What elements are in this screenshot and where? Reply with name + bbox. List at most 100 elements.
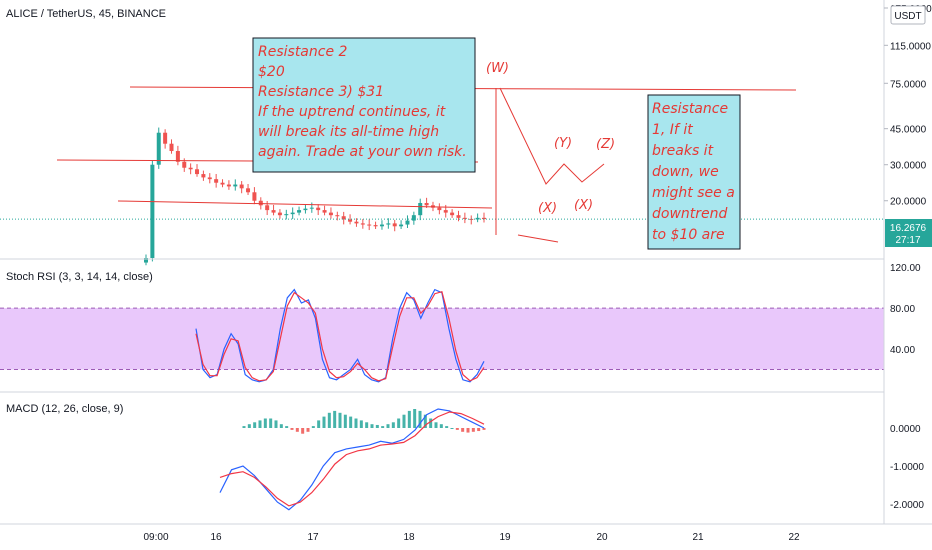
candle-body (144, 258, 148, 263)
candle-body (290, 212, 295, 215)
macd-histogram-bar (381, 426, 385, 428)
macd-histogram-bar (333, 410, 337, 428)
macd-histogram-bar (471, 428, 475, 432)
macd-histogram-bar (306, 428, 310, 432)
macd-title: MACD (12, 26, close, 9) (6, 403, 123, 415)
macd-histogram-bar (279, 424, 283, 428)
macd-pane[interactable]: MACD (12, 26, close, 9) (6, 403, 486, 511)
candle-body (354, 221, 359, 224)
macd-histogram-bar (445, 426, 449, 428)
candle-body (341, 216, 346, 220)
macd-histogram-bar (365, 422, 369, 428)
macd-histogram-bar (285, 426, 289, 428)
macd-histogram-bar (391, 422, 395, 428)
candle-body (443, 210, 448, 213)
macd-histogram-bar (439, 424, 443, 428)
macd-histogram-bar (263, 418, 267, 428)
wave-path (499, 87, 605, 185)
last-price-badge-bg (885, 219, 932, 247)
macd-histogram-bar (434, 422, 438, 428)
macd-histogram-bar (269, 418, 273, 428)
stoch-axis-label: 120.00 (890, 263, 921, 274)
macd-histogram-bar (349, 416, 353, 428)
macd-histogram-bar (301, 428, 305, 434)
target-line (517, 234, 559, 243)
price-axis[interactable]: 175.0000115.000075.000045.000030.000020.… (884, 4, 932, 208)
macd-histogram-bar (397, 418, 401, 428)
annotation-box-1-line: again. Trade at your own risk. (258, 144, 467, 160)
candle-body (418, 202, 423, 216)
time-axis-label: 18 (403, 532, 415, 543)
candle-body (373, 225, 378, 227)
last-price-value: 16.2676 (890, 223, 927, 234)
candle-body (258, 200, 263, 206)
time-axis-label: 19 (499, 532, 511, 543)
candle-body (399, 224, 404, 227)
candle-body (367, 224, 372, 226)
candle-body (360, 223, 365, 225)
candle-body (265, 205, 270, 211)
annotation-box-2-line: breaks it (652, 143, 714, 159)
stoch-axis[interactable]: 120.00 80.00 40.00 (890, 263, 921, 356)
annotation-box-2-line: to $10 are (652, 227, 725, 243)
candle-body (163, 132, 168, 144)
candle-body (335, 215, 340, 217)
annotation-box-support: Resistance 1, If it breaks it down, we m… (647, 94, 741, 250)
candle-body (462, 217, 467, 219)
stoch-axis-label: 40.00 (890, 345, 915, 356)
annotation-box-1-line: Resistance 3) $31 (258, 84, 384, 100)
price-axis-label: 45.0000 (890, 125, 927, 136)
candle-body (411, 215, 416, 221)
candle-body (207, 177, 212, 180)
macd-histogram-bar (290, 428, 294, 430)
annotation-box-1-frame (252, 37, 476, 173)
candle-body (348, 219, 353, 222)
time-axis-label: 20 (596, 532, 608, 543)
stoch-rsi-title: Stoch RSI (3, 3, 14, 14, close) (6, 271, 153, 283)
candle-body (328, 212, 333, 216)
annotation-box-2-frame (647, 94, 741, 250)
macd-histogram-bar (423, 414, 427, 428)
currency-button-label[interactable]: USDT (894, 11, 921, 22)
stoch-d-line (195, 290, 485, 382)
candle-body (437, 207, 442, 211)
currency-button-frame[interactable] (890, 5, 926, 25)
last-price-countdown: 27:17 (895, 235, 920, 246)
annotation-box-2-line: 1, If it (652, 122, 693, 138)
annotation-box-2-line: down, we (652, 164, 719, 180)
candle-body (284, 214, 289, 216)
candle-body (482, 217, 486, 220)
candle-body (188, 167, 193, 170)
macd-histogram-bar (253, 422, 257, 428)
macd-axis-label: 0.0000 (890, 424, 921, 435)
macd-histogram-bar (407, 410, 411, 428)
annotation-box-1-line: will break its all-time high (258, 124, 439, 140)
wave-label-z: (Z) (596, 137, 615, 152)
macd-axis[interactable]: 0.0000 -1.0000 -2.0000 (890, 424, 924, 511)
macd-histogram-bar (482, 428, 486, 430)
macd-histogram-bar (402, 414, 406, 428)
candle-body (456, 215, 461, 218)
candle-body (424, 202, 429, 206)
time-axis[interactable]: 09:00 16 17 18 19 20 21 22 (143, 532, 800, 543)
wave-label-y: (Y) (554, 136, 572, 151)
price-axis-label: 20.0000 (890, 197, 927, 208)
stoch-axis-label: 80.00 (890, 304, 915, 315)
candle-body (233, 184, 238, 187)
macd-histogram-bar (370, 424, 374, 428)
currency-button[interactable]: USDT (890, 5, 926, 25)
candle-body (169, 143, 174, 152)
candle-body (214, 179, 219, 183)
candle-body (322, 210, 327, 213)
candle-body (182, 161, 187, 168)
macd-histogram-bar (466, 428, 470, 433)
stoch-rsi-pane[interactable]: Stoch RSI (3, 3, 14, 14, close) (0, 271, 884, 383)
macd-histogram-bar (317, 420, 321, 428)
symbol-title[interactable]: ALICE / TetherUS, 45, BINANCE (6, 8, 166, 20)
candle-body (156, 132, 161, 165)
candle-body (297, 210, 302, 213)
macd-line (219, 408, 485, 511)
macd-histogram-bar (274, 420, 278, 428)
annotation-box-2-line: Resistance (652, 101, 728, 117)
